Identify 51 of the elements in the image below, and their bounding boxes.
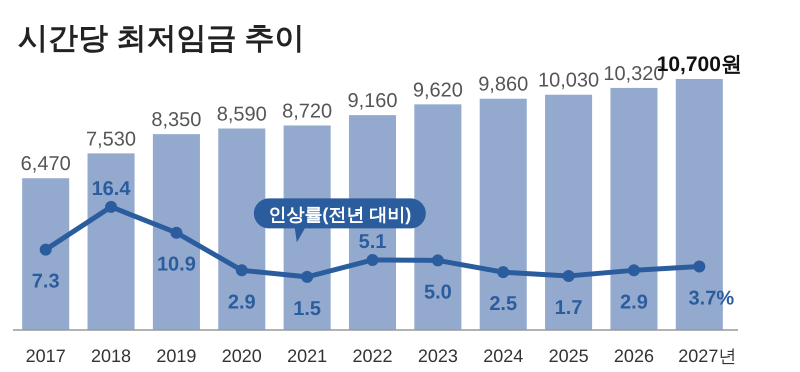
bar <box>22 178 70 330</box>
x-tick-label: 2017 <box>26 346 66 366</box>
point <box>301 270 314 283</box>
point <box>170 226 182 239</box>
data-label: 5.0 <box>424 281 452 304</box>
data-label: 8,720 <box>282 100 332 122</box>
bar <box>414 104 462 330</box>
data-label: 7,530 <box>86 128 136 150</box>
data-label: 10,030 <box>538 70 600 92</box>
data-label: 8,350 <box>151 109 202 132</box>
point <box>432 254 444 266</box>
x-tick-label: 2027년 <box>678 346 736 366</box>
point <box>562 270 575 282</box>
x-tick-label: 2019 <box>156 346 196 366</box>
x-tick-label: 2020 <box>222 346 262 366</box>
point <box>236 264 248 276</box>
data-label: 6,470 <box>20 153 71 176</box>
point <box>105 200 118 213</box>
x-tick-label: 2024 <box>483 346 524 366</box>
bar <box>545 94 592 330</box>
x-tick-label: 2023 <box>418 346 458 366</box>
data-label: 8,590 <box>216 103 267 126</box>
data-label: 2.9 <box>620 291 648 314</box>
data-label: 9,620 <box>412 79 463 102</box>
x-tick-label: 2021 <box>287 346 328 366</box>
data-label: 10.9 <box>156 254 196 276</box>
data-label: 1.7 <box>554 296 582 319</box>
point <box>366 254 378 266</box>
bar <box>218 128 266 330</box>
bar <box>152 134 200 330</box>
point <box>693 260 706 273</box>
data-label: 9,860 <box>478 74 528 96</box>
bar <box>480 98 527 330</box>
bar <box>88 153 135 330</box>
data-label: 7.3 <box>32 270 60 293</box>
data-label: 2.5 <box>489 293 518 316</box>
data-label: 9,160 <box>347 90 398 112</box>
data-label: 1.5 <box>293 298 322 320</box>
point <box>628 264 640 276</box>
point <box>497 266 510 278</box>
chart-title: 시간당 최저임금 추이 <box>18 22 305 55</box>
data-label: 16.4 <box>92 178 132 200</box>
bar <box>610 88 658 330</box>
x-tick-label: 2018 <box>91 346 132 366</box>
series-label: 인상률(전년 대비) <box>268 204 412 224</box>
data-label: 5.1 <box>358 230 386 253</box>
point <box>40 244 52 256</box>
x-tick-label: 2022 <box>352 346 393 366</box>
x-tick-label: 2026 <box>614 346 654 366</box>
data-label: 2.9 <box>228 291 256 314</box>
x-tick-label: 2025 <box>548 346 589 366</box>
